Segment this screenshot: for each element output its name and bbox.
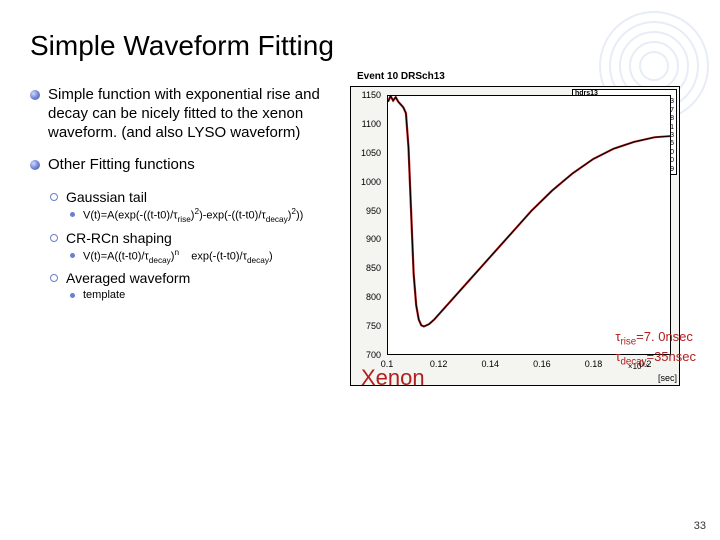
- plot-axes: [387, 95, 671, 355]
- gaussian-formula: V(t)=A(exp(-((t-t0)/τrise)2)-exp(-((t-t0…: [70, 207, 340, 226]
- plot-column: Event 10 DRSch13 hdrs13 Entries1023 Mean…: [350, 86, 690, 386]
- open-bullet-icon: [50, 274, 58, 282]
- tau-rise-label: τrise=7. 0nsec: [615, 329, 693, 344]
- text-column: Simple function with exponential rise an…: [30, 86, 340, 386]
- open-bullet-icon: [50, 234, 58, 242]
- subitem-crrcn: CR-RCn shaping: [50, 230, 340, 246]
- bullet-1: Simple function with exponential rise an…: [30, 86, 340, 142]
- page-number: 33: [694, 520, 706, 532]
- crrcn-label: CR-RCn shaping: [66, 230, 172, 246]
- subitem-averaged: Averaged waveform: [50, 270, 340, 286]
- tiny-bullet-icon: [70, 293, 75, 298]
- template-item: template: [70, 288, 340, 302]
- slide-title: Simple Waveform Fitting: [30, 30, 690, 62]
- tiny-bullet-icon: [70, 212, 75, 217]
- bullet-2: Other Fitting functions: [30, 156, 340, 175]
- bullet-1-text: Simple function with exponential rise an…: [48, 86, 340, 142]
- tau-overlay: τrise=7. 0nsec τdecay=35nsec: [615, 329, 696, 368]
- x-axis-label: [sec]: [658, 373, 677, 383]
- plot-title: Event 10 DRSch13: [357, 71, 445, 82]
- tau-decay-label: τdecay=35nsec: [615, 349, 696, 364]
- crrcn-formula: V(t)=A((t-t0)/τdecay)n exp(-(t-t0)/τdeca…: [70, 248, 340, 267]
- gaussian-label: Gaussian tail: [66, 189, 147, 205]
- open-bullet-icon: [50, 193, 58, 201]
- averaged-label: Averaged waveform: [66, 270, 190, 286]
- template-text: template: [83, 288, 125, 302]
- y-axis-ticks: 7007508008509009501000105011001150: [351, 95, 385, 355]
- bullet-icon: [30, 90, 40, 100]
- tiny-bullet-icon: [70, 253, 75, 258]
- subitem-gaussian: Gaussian tail: [50, 189, 340, 205]
- gaussian-formula-text: V(t)=A(exp(-((t-t0)/τrise)2)-exp(-((t-t0…: [83, 207, 303, 226]
- crrcn-formula-text: V(t)=A((t-t0)/τdecay)n exp(-(t-t0)/τdeca…: [83, 248, 273, 267]
- bullet-2-text: Other Fitting functions: [48, 156, 195, 175]
- xenon-overlay-label: Xenon: [361, 365, 425, 391]
- waveform-curve: [388, 96, 670, 354]
- bullet-icon: [30, 160, 40, 170]
